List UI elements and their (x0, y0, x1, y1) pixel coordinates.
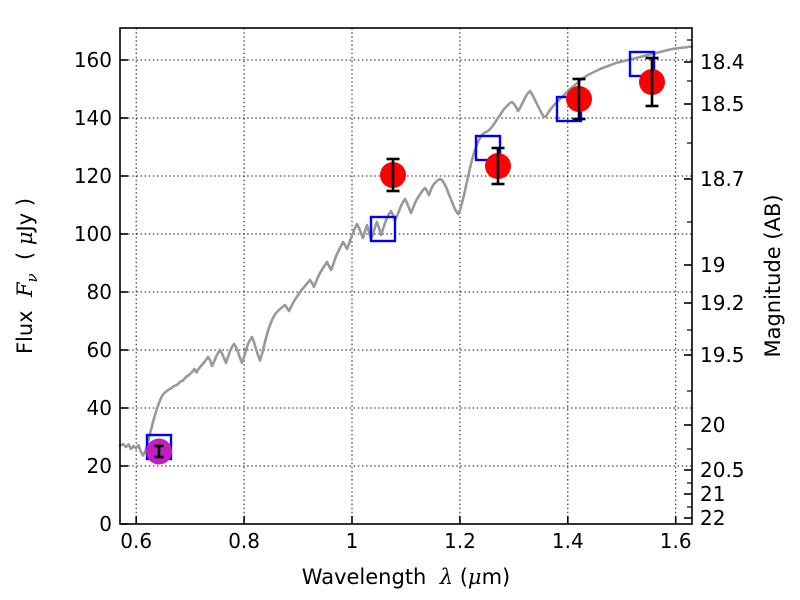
data-point-1 (380, 157, 406, 193)
ytick-label-7: 140 (74, 106, 112, 130)
xtick-label-0: 0.6 (120, 529, 152, 553)
mag-tick-label-6: 20 (700, 413, 725, 437)
xtick-label-4: 1.4 (552, 529, 584, 553)
x-axis-title: Wavelength λ (μm) (302, 565, 510, 589)
ytick-label-0: 0 (99, 512, 112, 536)
axes-frame (119, 27, 693, 525)
mag-tick-label-1: 18.5 (700, 92, 745, 116)
left-tick-labels: 0 20 40 60 80 100 120 140 160 (74, 48, 112, 536)
right-axis-ticks (684, 39, 692, 519)
bottom-axis-ticks (135, 516, 677, 524)
ytick-label-2: 40 (87, 396, 112, 420)
plot-area-background (120, 28, 692, 524)
mag-tick-label-4: 19.2 (700, 291, 745, 315)
bottom-tick-labels: 0.6 0.8 1 1.2 1.4 1.6 (120, 529, 691, 553)
mag-tick-label-3: 19 (700, 253, 725, 277)
observed-photometry-markers (146, 56, 665, 465)
mag-tick-label-8: 21 (700, 482, 725, 506)
data-point-2 (485, 146, 511, 186)
magnitude-axis-label: Magnitude (AB) (761, 194, 785, 357)
xtick-label-3: 1.2 (444, 529, 476, 553)
left-axis-ticks (120, 59, 128, 525)
data-point-3 (566, 77, 592, 121)
mag-tick-label-9: 22 (700, 506, 725, 530)
data-point-0 (146, 438, 172, 465)
ytick-label-6: 120 (74, 164, 112, 188)
model-spectrum-curve (118, 45, 694, 457)
ytick-label-5: 100 (74, 222, 112, 246)
ytick-label-3: 60 (87, 338, 112, 362)
right-tick-labels: 18.4 18.5 18.7 19 19.2 19.5 20 20.5 21 2… (700, 50, 745, 530)
ytick-label-8: 160 (74, 48, 112, 72)
gridlines-vertical (135, 28, 677, 524)
mag-tick-label-5: 19.5 (700, 343, 745, 367)
mag-tick-label-0: 18.4 (700, 50, 745, 74)
data-point-4 (639, 56, 665, 108)
svg-text:Flux Fν ( μJy ): Flux Fν ( μJy ) (13, 198, 41, 354)
svg-text:Wavelength λ (μm): Wavelength λ (μm) (302, 565, 510, 589)
y-axis-right-title: Magnitude (AB) (761, 194, 785, 357)
xtick-label-1: 0.8 (228, 529, 260, 553)
mag-tick-label-2: 18.7 (700, 167, 745, 191)
model-square-1 (369, 215, 397, 243)
mag-tick-label-7: 20.5 (700, 458, 745, 482)
y-axis-title: Flux Fν ( μJy ) (13, 198, 41, 354)
xtick-label-5: 1.6 (660, 529, 692, 553)
xtick-label-2: 1 (346, 529, 359, 553)
ytick-label-4: 80 (87, 280, 112, 304)
ytick-label-1: 20 (87, 454, 112, 478)
